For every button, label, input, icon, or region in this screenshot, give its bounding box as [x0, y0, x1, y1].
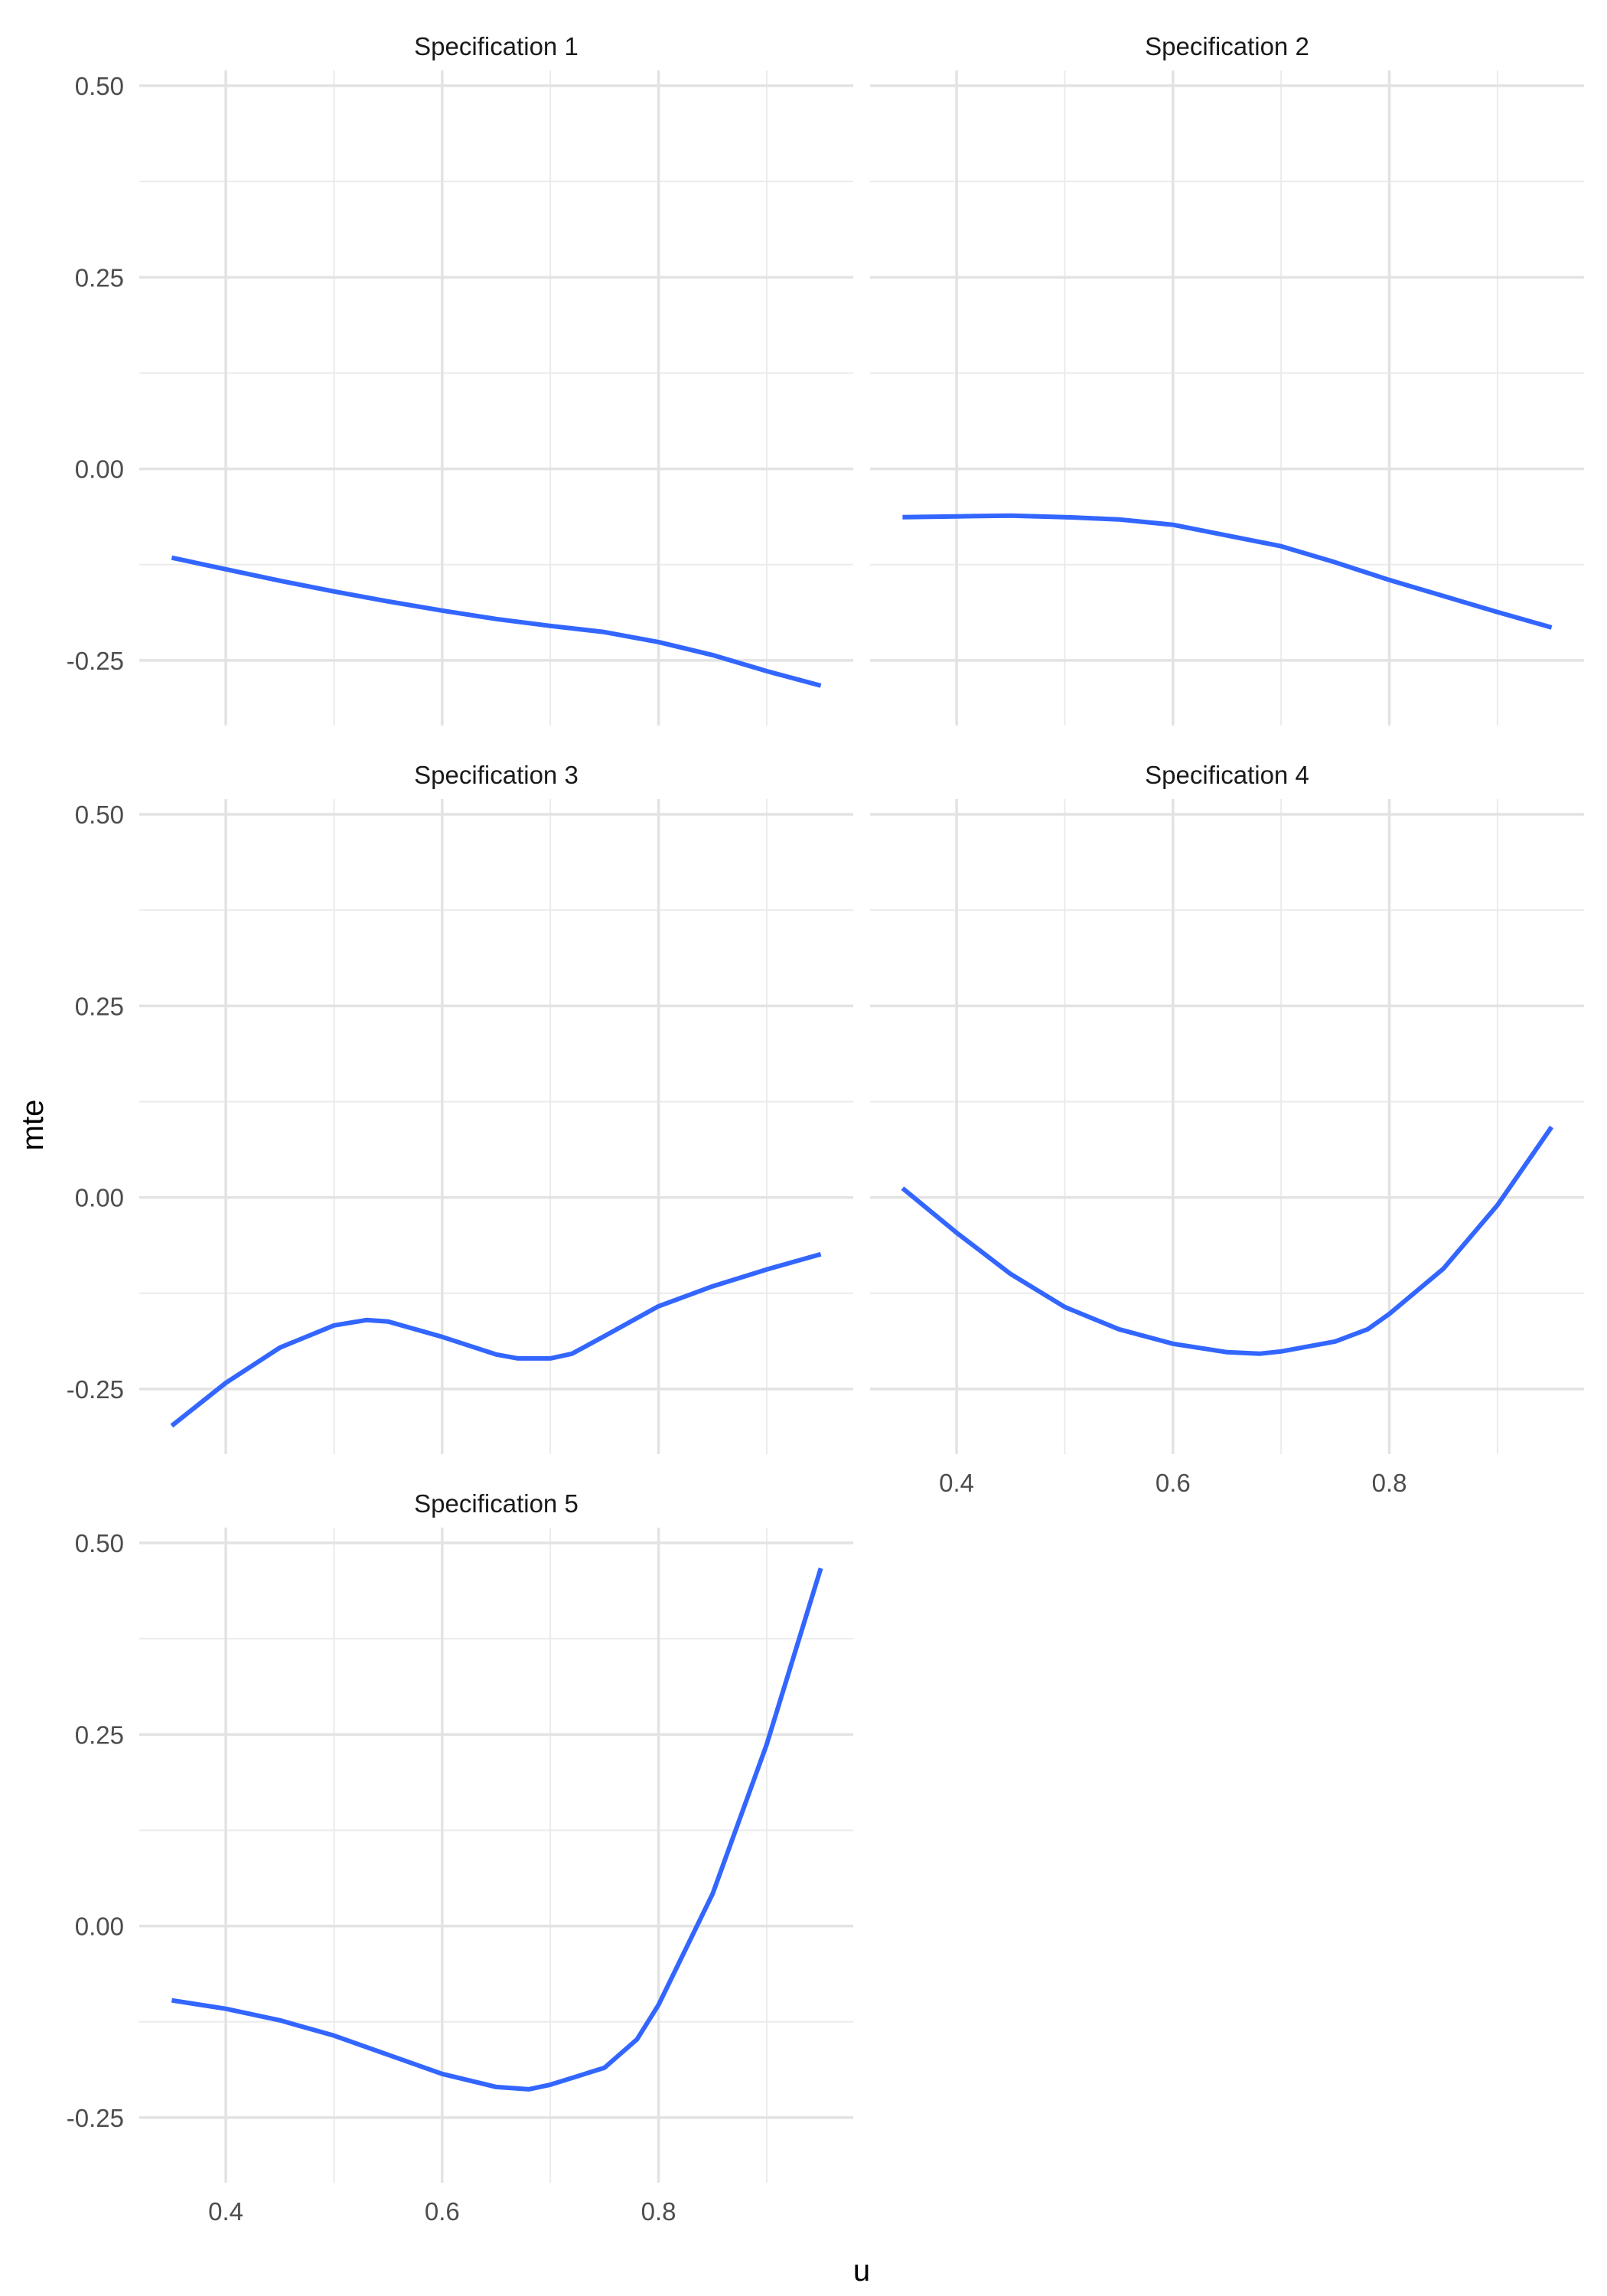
y-tick-label: 0.25	[75, 1720, 124, 1749]
y-tick-label: 0.00	[75, 455, 124, 484]
facet-panel-4: Specification 4 0.4 0.6 0.8	[870, 761, 1584, 1497]
facet-title: Specification 1	[414, 32, 579, 60]
y-tick-label: 0.00	[75, 1913, 124, 1941]
mte-line	[170, 1251, 822, 1428]
facet-panel-1: Specification 1 0.50 0.25 0.00 -0.25	[67, 32, 853, 726]
x-tick-label: 0.8	[641, 2197, 676, 2226]
mte-line	[902, 513, 1553, 630]
facet-panel-5: Specification 5 0.50 0.25 0.00 -0.25 0.4 0.6 0.…	[67, 1489, 853, 2226]
x-axis-title: u	[853, 2254, 870, 2288]
y-tick-label: 0.50	[75, 1529, 124, 1557]
x-tick-label: 0.6	[1156, 1469, 1191, 1497]
x-tick-label: 0.8	[1372, 1469, 1407, 1497]
mte-line	[901, 1125, 1554, 1356]
facet-panel-2: Specification 2	[870, 32, 1584, 726]
y-tick-label: -0.25	[67, 647, 124, 675]
facet-title: Specification 5	[414, 1489, 579, 1518]
y-tick-label: -0.25	[67, 2104, 124, 2132]
facet-title: Specification 3	[414, 761, 579, 789]
facet-panel-3: Specification 3 0.50 0.25 0.00 -0.25	[67, 761, 853, 1454]
x-tick-label: 0.6	[425, 2197, 460, 2226]
y-tick-label: 0.00	[75, 1184, 124, 1212]
y-tick-label: -0.25	[67, 1375, 124, 1404]
y-tick-label: 0.25	[75, 263, 124, 292]
y-axis-title: mte	[16, 1100, 50, 1151]
x-tick-label: 0.4	[208, 2197, 243, 2226]
facet-title: Specification 2	[1145, 32, 1309, 60]
y-tick-label: 0.25	[75, 992, 124, 1020]
mte-line	[171, 1567, 823, 2092]
facet-title: Specification 4	[1145, 761, 1309, 789]
x-tick-label: 0.4	[939, 1469, 974, 1497]
y-tick-label: 0.50	[75, 72, 124, 100]
y-tick-label: 0.50	[75, 801, 124, 829]
mte-line	[171, 555, 822, 688]
